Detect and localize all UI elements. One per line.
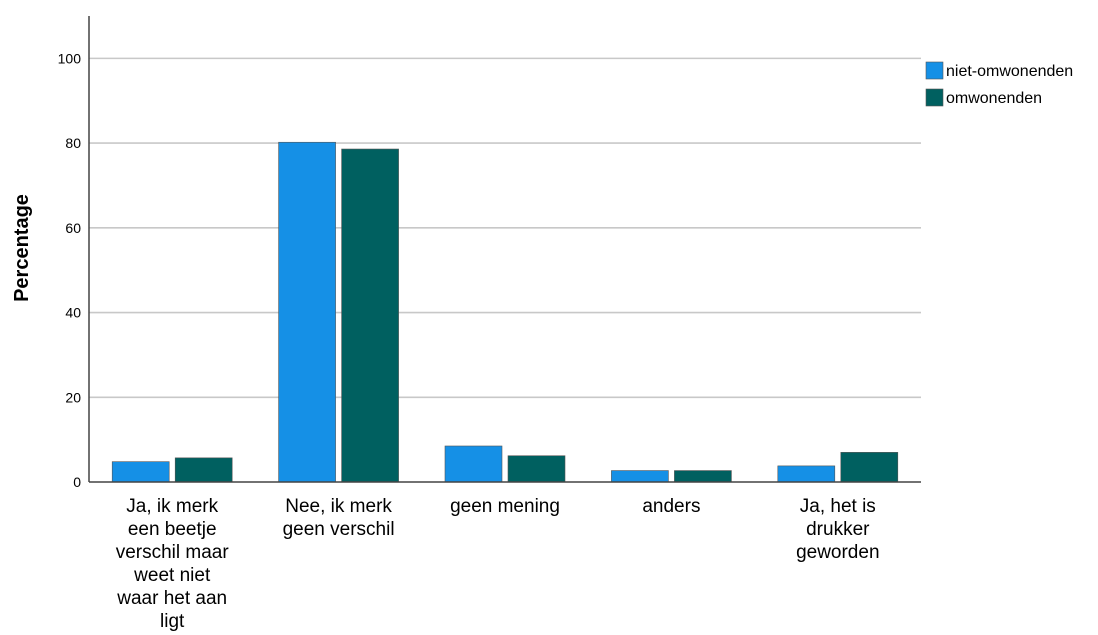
y-tick-labels: 0 20 40 60 80 100 (58, 50, 82, 490)
y-tick-label: 20 (65, 389, 81, 405)
x-category-label: geen mening (450, 496, 560, 517)
x-category-label-line: ligt (160, 611, 185, 632)
x-category-label-line: verschil maar (116, 542, 230, 563)
x-category-label: anders (642, 496, 700, 517)
x-category-label-line: weet niet (133, 565, 211, 586)
bar-omwonenden (674, 470, 732, 483)
bar-niet-omwonenden (111, 461, 170, 483)
y-axis-title: Percentage (11, 194, 33, 302)
x-category-label: Ja, het is drukker geworden (796, 496, 879, 563)
bar-omwonenden (840, 452, 899, 483)
x-category-label-line: Nee, ik merk (285, 496, 392, 517)
y-tick-label: 40 (65, 305, 81, 321)
gridlines (89, 57, 921, 399)
x-category-label-line: anders (642, 496, 700, 517)
x-category-label: Ja, ik merk een beetje verschil maar weet n… (116, 496, 230, 632)
x-category-label-line: drukker (806, 519, 870, 540)
bar-omwonenden (507, 455, 566, 483)
y-tick-label: 60 (65, 220, 81, 236)
legend: niet-omwonenden omwonenden (925, 61, 1073, 107)
legend-swatch (925, 61, 944, 80)
x-category-label-line: geen verschil (283, 519, 395, 540)
x-category-label-line: geen mening (450, 496, 560, 517)
x-category-label-line: een beetje (128, 519, 217, 540)
bar-niet-omwonenden (611, 470, 669, 483)
x-category-label-line: geworden (796, 542, 879, 563)
x-category-label-line: Ja, het is (800, 496, 876, 517)
x-category-label: Nee, ik merk geen verschil (283, 496, 395, 540)
legend-label: omwonenden (946, 90, 1042, 107)
legend-swatch (925, 88, 944, 107)
y-tick-label: 0 (73, 474, 81, 490)
axes (88, 16, 921, 483)
x-category-labels: Ja, ik merk een beetje verschil maar weet n… (116, 496, 880, 632)
x-category-label-line: Ja, ik merk (126, 496, 218, 517)
bar-omwonenden (174, 457, 233, 483)
bars (111, 141, 899, 483)
legend-label: niet-omwonenden (946, 63, 1073, 80)
y-tick-label: 80 (65, 135, 81, 151)
y-tick-label: 100 (58, 50, 82, 66)
bar-omwonenden (341, 148, 399, 483)
bar-niet-omwonenden (777, 465, 836, 483)
bar-niet-omwonenden (278, 141, 336, 483)
bar-niet-omwonenden (444, 445, 503, 483)
x-category-label-line: waar het aan (116, 588, 227, 609)
